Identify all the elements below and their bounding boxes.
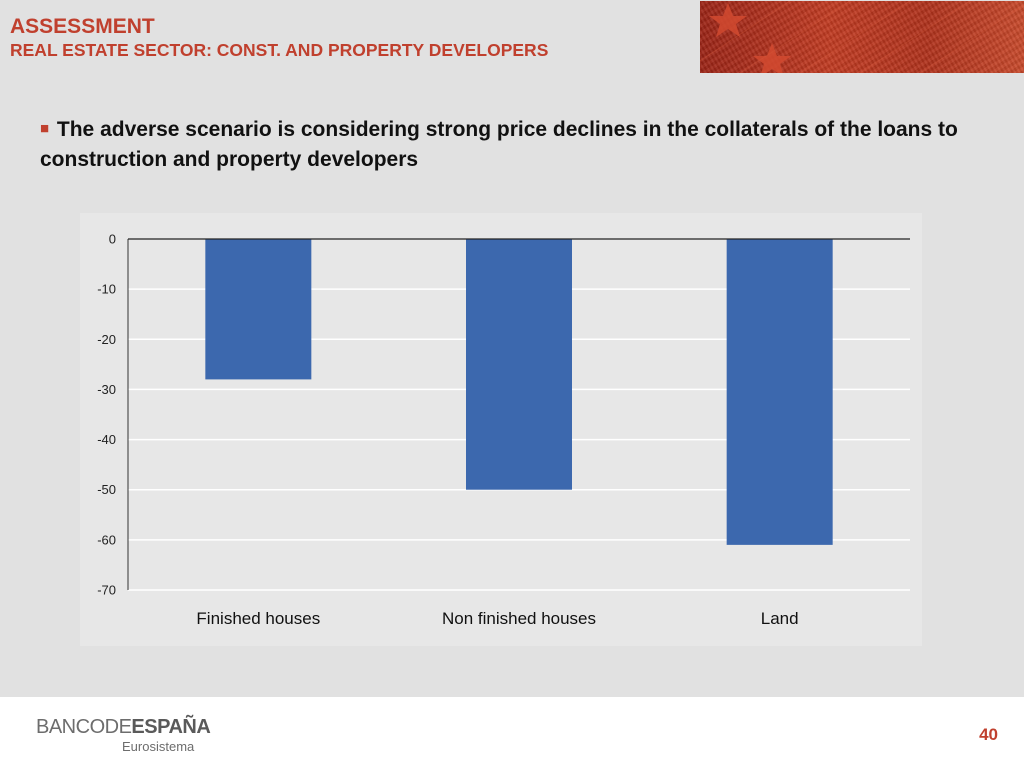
bar-chart: 0 -10 -20 -30 -40 -50 -60 -70 Finished houses Non… (80, 213, 922, 646)
title-block: ASSESSMENT REAL ESTATE SECTOR: CONST. AN… (10, 15, 548, 61)
footer: BANCODEESPAÑA Eurosistema 40 (0, 697, 1024, 768)
page-title: ASSESSMENT (10, 15, 155, 38)
y-tick-label: -40 (97, 432, 116, 447)
page-subtitle: REAL ESTATE SECTOR: CONST. AND PROPERTY … (10, 40, 549, 60)
y-tick-label: -10 (97, 282, 116, 297)
y-tick-label: -60 (97, 532, 116, 547)
y-tick-label: -20 (97, 332, 116, 347)
bar (466, 239, 572, 490)
logo-text-de: DE (104, 716, 132, 738)
bar (205, 239, 312, 380)
logo-subtitle: Eurosistema (122, 739, 195, 754)
header-banner-image (700, 1, 1024, 73)
square-bullet-icon: ■ (40, 120, 50, 137)
chart-svg: 0 -10 -20 -30 -40 -50 -60 -70 Finished houses Non… (97, 232, 910, 628)
y-tick-label: -30 (97, 382, 116, 397)
x-category-label: Non finished houses (442, 609, 596, 628)
x-category-label: Land (761, 609, 799, 628)
logo-text-banco: BANCO (36, 716, 105, 738)
logo-text-espana: ESPAÑA (131, 716, 211, 738)
banco-de-espana-logo: BANCODEESPAÑA Eurosistema (36, 716, 211, 756)
y-tick-label: -70 (97, 583, 116, 598)
bullet-text: The adverse scenario is considering stro… (40, 118, 958, 171)
x-category-label: Finished houses (196, 609, 320, 628)
y-tick-label: -50 (97, 482, 116, 497)
page-number: 40 (979, 725, 998, 744)
bar (726, 239, 833, 545)
y-tick-label: 0 (109, 232, 116, 247)
bullet-paragraph: ■ The adverse scenario is considering st… (40, 114, 990, 175)
